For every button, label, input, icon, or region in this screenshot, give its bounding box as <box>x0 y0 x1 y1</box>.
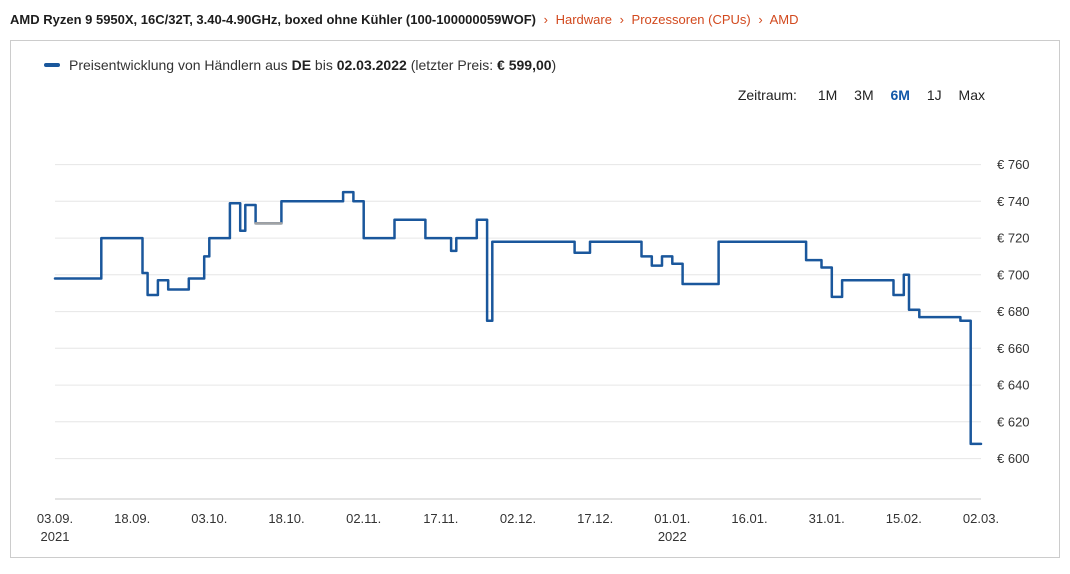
x-axis-label: 16.01. <box>731 511 767 526</box>
y-axis-label: € 680 <box>997 304 1030 319</box>
y-axis-label: € 740 <box>997 194 1030 209</box>
x-axis-label: 01.01. <box>654 511 690 526</box>
breadcrumb-separator: › <box>758 12 763 27</box>
zeitraum-option-6m[interactable]: 6M <box>890 87 910 103</box>
x-axis-label: 31.01. <box>809 511 845 526</box>
x-axis-label: 02.12. <box>500 511 536 526</box>
chart-area[interactable]: € 600 € 620 € 640 € 660 € 680 € 700 € 720 € 740… <box>11 107 1047 555</box>
chart-legend-item[interactable]: Preisentwicklung von Händlern aus DE bis… <box>11 41 1059 73</box>
x-axis-year-label: 2022 <box>658 529 687 544</box>
x-axis-label: 03.10. <box>191 511 227 526</box>
breadcrumb-link-prozessoren[interactable]: Prozessoren (CPUs) <box>631 12 751 27</box>
breadcrumb-link-hardware[interactable]: Hardware <box>555 12 612 27</box>
price-history-card: Preisentwicklung von Händlern aus DE bis… <box>10 40 1060 558</box>
y-axis-label: € 660 <box>997 341 1030 356</box>
x-axis-label: 18.10. <box>268 511 304 526</box>
x-axis-label: 17.12. <box>577 511 613 526</box>
x-axis-label: 17.11. <box>423 511 458 526</box>
y-axis-label: € 620 <box>997 414 1030 429</box>
zeitraum-option-max[interactable]: Max <box>958 87 985 103</box>
zeitraum-label: Zeitraum: <box>737 87 797 103</box>
y-axis-label: € 640 <box>997 378 1030 393</box>
price-line <box>53 190 983 446</box>
y-axis-label: € 720 <box>997 231 1030 246</box>
x-axis-year-label: 2021 <box>41 529 70 544</box>
product-title: AMD Ryzen 9 5950X, 16C/32T, 3.40-4.90GHz… <box>10 12 536 27</box>
x-axis-label: 18.09. <box>114 511 150 526</box>
zeitraum-option-3m[interactable]: 3M <box>854 87 874 103</box>
breadcrumb-link-amd[interactable]: AMD <box>769 12 799 27</box>
x-axis-label: 02.03. <box>963 511 999 526</box>
breadcrumb-separator: › <box>543 12 548 27</box>
breadcrumb: AMD Ryzen 9 5950X, 16C/32T, 3.40-4.90GHz… <box>0 0 1070 32</box>
zeitraum-option-1m[interactable]: 1M <box>817 87 838 103</box>
x-axis-label: 15.02. <box>886 511 922 526</box>
series-color-swatch <box>44 63 60 67</box>
y-axis-label: € 600 <box>997 451 1030 466</box>
legend-text: Preisentwicklung von Händlern aus DE bis… <box>69 57 557 73</box>
x-axis-label: 03.09. <box>37 511 73 526</box>
y-axis-label: € 700 <box>997 267 1030 282</box>
breadcrumb-separator: › <box>619 12 624 27</box>
zeitraum-option-1j[interactable]: 1J <box>926 87 942 103</box>
y-axis-label: € 760 <box>997 157 1030 172</box>
price-chart[interactable]: € 600 € 620 € 640 € 660 € 680 € 700 € 720 € 740… <box>11 107 1047 555</box>
x-axis-label: 02.11. <box>346 511 381 526</box>
zeitraum-selector: Zeitraum: 1M 3M 6M 1J Max <box>738 87 985 103</box>
